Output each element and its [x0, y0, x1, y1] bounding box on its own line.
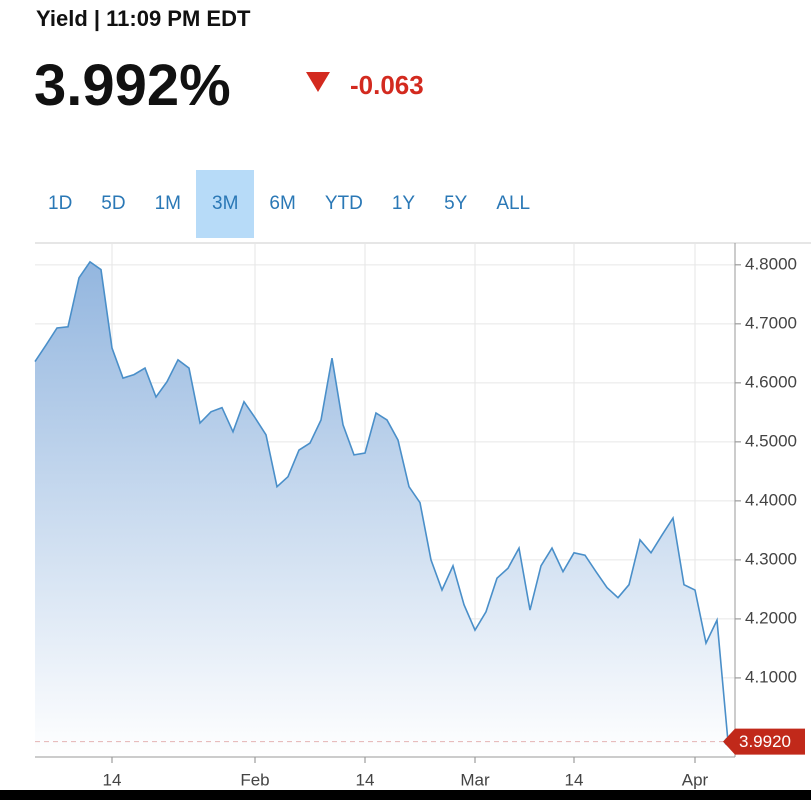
y-tick-label: 4.7000 [745, 313, 797, 332]
x-tick-label: 14 [565, 770, 584, 789]
range-tabs: 1D 5D 1M 3M 6M YTD 1Y 5Y ALL [34, 170, 545, 238]
x-tick-label: Apr [682, 770, 709, 789]
y-tick-label: 4.6000 [745, 372, 797, 391]
x-tick-label: Mar [460, 770, 490, 789]
price-line [34, 260, 729, 742]
down-arrow [306, 72, 330, 92]
range-tab[interactable]: ALL [496, 193, 531, 214]
range-tab[interactable]: 5D [101, 193, 126, 214]
y-tick-label: 4.1000 [745, 667, 797, 686]
bottom-bar [0, 790, 811, 800]
range-tab[interactable]: 1Y [391, 193, 416, 214]
range-tab[interactable]: 6M [269, 193, 296, 214]
y-tick-label: 4.8000 [745, 254, 797, 273]
area-fill [35, 261, 728, 757]
range-tab[interactable]: 5Y [444, 193, 468, 214]
range-tab[interactable]: 3M [196, 170, 255, 238]
quote-label: Yield | 11:09 PM EDT [36, 6, 251, 31]
y-tick-label: 4.3000 [745, 549, 797, 568]
y-tick-label: 4.4000 [745, 490, 797, 509]
last-value-label: 3.9920 [739, 732, 791, 751]
x-tick-label: 14 [356, 770, 375, 789]
x-tick-label: 14 [103, 770, 122, 789]
price: 3.992% [34, 53, 231, 118]
price-change: -0.063 [350, 70, 424, 100]
range-tab[interactable]: YTD [324, 193, 363, 214]
x-tick-label: Feb [240, 770, 269, 789]
y-tick-label: 4.2000 [745, 608, 797, 627]
range-tab[interactable]: 1D [48, 193, 73, 214]
range-tab[interactable]: 1M [154, 193, 181, 214]
y-tick-label: 4.5000 [745, 431, 797, 450]
last-value-badge [723, 728, 805, 755]
